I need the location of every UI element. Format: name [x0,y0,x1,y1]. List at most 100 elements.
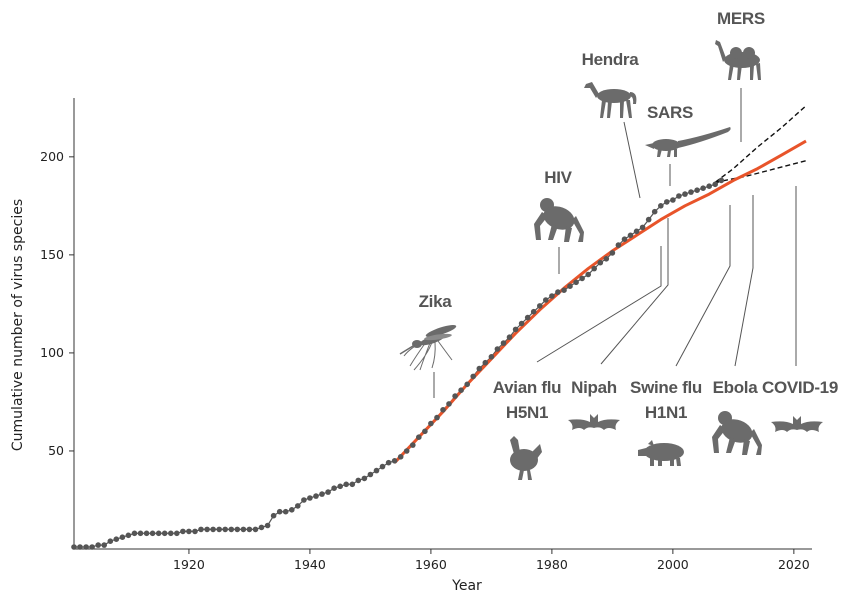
pig-icon [638,440,684,466]
observed-point [694,187,700,193]
observed-point [440,407,446,413]
x-tick-label: 1940 [294,557,326,572]
label-mers: MERS [717,9,765,28]
observed-point [452,393,458,399]
observed-point [258,524,265,531]
label-avian-flu: Avian flu H5N1 [493,378,561,422]
observed-point [234,526,241,533]
x-tick-label: 2000 [657,557,689,572]
observed-point [537,303,543,309]
x-ticks: 1920 1940 1960 1980 2000 2020 [173,549,810,572]
observed-point [198,526,204,533]
fitted-curve [393,139,807,464]
animal-icons [399,40,823,480]
observed-point [397,454,404,460]
chimpanzee-icon [712,411,762,455]
label-nipah: Nipah [571,378,617,397]
observed-point [524,314,531,321]
observed-point [161,530,168,537]
observed-point [543,297,549,303]
observed-point [282,508,289,515]
observed-point [343,481,350,488]
observed-point [579,275,585,282]
observed-point [240,526,247,533]
observed-point [428,420,434,427]
civet-icon [645,127,731,157]
observed-point [246,526,253,533]
observed-point [712,181,718,188]
observed-point [119,534,126,540]
camel-icon [715,40,761,80]
observed-point [464,381,471,388]
observed-point [313,493,319,499]
observed-point [567,283,573,290]
observed-point [125,532,132,539]
label-ebola: Ebola [713,378,759,397]
observed-point [718,177,725,184]
x-tick-label: 1980 [536,557,568,572]
observed-point [210,526,216,533]
observed-point [337,483,344,490]
observed-point [664,199,670,205]
label-hiv: HIV [544,168,572,187]
observed-point [609,250,616,256]
observed-point [633,228,640,235]
observed-point [458,387,464,394]
observed-point [155,530,162,537]
chicken-icon [510,436,542,480]
ebola-leader [734,195,754,367]
observed-point [706,183,712,189]
mosquito-icon [399,325,457,371]
observed-point [603,255,610,262]
observed-point [416,434,422,441]
observed-point [361,475,368,482]
observed-point [252,526,259,533]
observed-point [615,242,622,248]
observed-point [500,340,507,346]
observed-point [143,530,150,537]
series-layer [71,105,807,550]
label-sars: SARS [647,103,693,122]
y-tick-label: 100 [40,345,64,360]
observed-point [651,208,658,215]
observed-point [113,536,120,542]
observed-point [192,528,198,535]
observed-point [186,528,192,535]
observed-point [585,271,591,278]
annotation-leaders [433,88,797,398]
observed-point [512,326,519,333]
observed-point [488,354,495,360]
observed-point [555,289,561,295]
observed-point [301,497,307,503]
observed-point [422,428,428,435]
label-hendra: Hendra [582,50,640,69]
observed-point [270,512,277,519]
observed-point [658,203,664,209]
observed-point [591,265,597,272]
observed-point [276,508,283,515]
observed-point [597,259,604,266]
observed-point [482,359,489,366]
x-axis-title: Year [451,578,482,594]
observed-point [391,458,398,464]
label-covid-19: COVID-19 [762,378,838,397]
label-zika: Zika [419,292,453,311]
observed-point [446,401,452,407]
observed-point [476,365,483,372]
observed-point [107,538,114,544]
axes: 50 100 150 200 1920 1940 1960 1980 2000 2020 Cum… [10,98,812,594]
observed-point [77,544,83,550]
observed-point [621,236,628,242]
observed-point [131,530,138,537]
observed-point [688,189,694,195]
hendra-leader [623,121,641,199]
observed-point [403,448,410,454]
observed-point [349,481,356,488]
observed-point [627,232,634,239]
y-axis-title: Cumulative number of virus species [10,199,26,451]
bat-icon [568,414,620,430]
observed-point [137,530,144,537]
label-swine-flu: Swine flu H1N1 [630,378,702,422]
observed-point [645,216,652,223]
